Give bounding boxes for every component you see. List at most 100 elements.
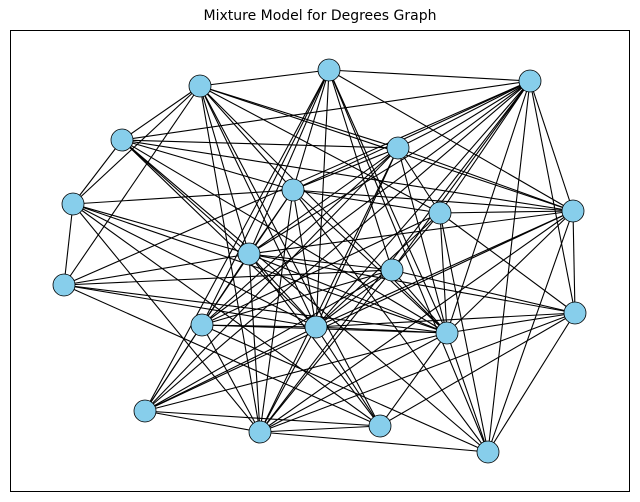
graph-edge — [72, 85, 201, 205]
graph-edge — [259, 431, 489, 453]
graph-edge — [121, 85, 201, 141]
chart-title: Mixture Model for Degrees Graph — [203, 8, 437, 24]
graph-edge — [391, 269, 448, 334]
graph-edge — [397, 147, 441, 214]
graph-edge — [397, 147, 574, 212]
graph-edge — [446, 80, 531, 334]
graph-edge — [439, 80, 531, 214]
graph-edge — [259, 210, 574, 433]
graph-edge — [248, 69, 330, 255]
graph-edge — [199, 85, 574, 212]
graph-edge — [121, 139, 399, 149]
graph-node — [561, 199, 585, 223]
graph-edge — [292, 147, 399, 191]
graph-edge — [72, 203, 250, 255]
graph-edge — [72, 203, 317, 328]
graph-edge — [487, 210, 574, 453]
graph-edge — [63, 85, 201, 286]
graph-edge — [201, 269, 393, 326]
graph-edge — [121, 139, 294, 191]
graph-edge — [199, 69, 330, 87]
graph-node — [518, 69, 542, 93]
graph-edge — [259, 312, 576, 433]
graph-edge — [439, 212, 448, 334]
graph-edge — [63, 284, 317, 328]
graph-edge — [72, 203, 381, 427]
graph-edge — [259, 269, 393, 433]
graph-edge — [292, 69, 330, 191]
graph-edge — [144, 410, 381, 427]
graph-edge — [315, 69, 330, 328]
graph-edge — [199, 85, 261, 433]
graph-node — [52, 273, 76, 297]
graph-edge — [144, 410, 261, 433]
graph-edge — [379, 312, 576, 427]
graph-edge — [121, 139, 574, 212]
graph-edge — [328, 69, 489, 453]
graph-edge — [121, 139, 489, 453]
graph-edge — [292, 189, 448, 334]
graph-edge — [144, 80, 531, 412]
graph-edge — [248, 147, 399, 255]
graph-edge — [199, 85, 317, 328]
graph-edge — [259, 425, 381, 433]
graph-node — [237, 242, 261, 266]
graph-node — [317, 58, 341, 82]
graph-edge — [199, 85, 399, 149]
graph-edge — [121, 139, 317, 328]
graph-node — [368, 414, 392, 438]
graph-edge — [121, 139, 448, 334]
graph-edge — [144, 332, 448, 412]
plot-frame — [10, 30, 630, 492]
graph-edge — [391, 80, 531, 271]
graph-node — [380, 258, 404, 282]
graph-edge — [199, 85, 448, 334]
graph-edge — [439, 212, 489, 453]
graph-edge — [439, 210, 574, 214]
graph-edge — [63, 203, 74, 286]
graph-edge — [397, 147, 448, 334]
graph-node — [190, 313, 214, 337]
graph-edge — [315, 326, 448, 334]
graph-node — [110, 128, 134, 152]
graph-edge — [201, 147, 399, 326]
graph-node — [435, 321, 459, 345]
edges-layer — [63, 69, 576, 453]
graph-node — [248, 420, 272, 444]
graph-edge — [144, 69, 330, 412]
graph-edge — [487, 80, 531, 453]
graph-edge — [572, 210, 576, 314]
graph-edge — [328, 69, 531, 82]
graph-edge — [199, 85, 381, 427]
graph-edge — [315, 326, 381, 427]
graph-edge — [199, 85, 250, 255]
graph-edge — [397, 80, 531, 149]
graph-edge — [259, 332, 448, 433]
graph-edge — [144, 326, 317, 412]
graph-edge — [292, 189, 574, 212]
graph-edge — [201, 212, 441, 326]
graph-edge — [121, 80, 531, 141]
graph-edge — [439, 212, 576, 314]
graph-edge — [248, 253, 381, 427]
graph-node — [428, 201, 452, 225]
graph-edge — [63, 284, 381, 427]
graph-edge — [487, 312, 576, 453]
graph-edge — [72, 139, 123, 205]
graph-edge — [72, 203, 261, 433]
graph-edge — [529, 80, 576, 314]
graph-edge — [248, 253, 261, 433]
graph-edge — [292, 189, 317, 328]
graph-edge — [248, 253, 317, 328]
graph-edge — [201, 69, 330, 326]
graph-edge — [259, 326, 317, 433]
graph-edge — [248, 253, 448, 334]
graph-edge — [201, 80, 531, 326]
graph-edge — [315, 269, 393, 328]
nodes-layer — [52, 58, 587, 464]
graph-edge — [446, 312, 576, 334]
graph-edge — [259, 80, 531, 433]
graph-edge — [63, 253, 250, 286]
